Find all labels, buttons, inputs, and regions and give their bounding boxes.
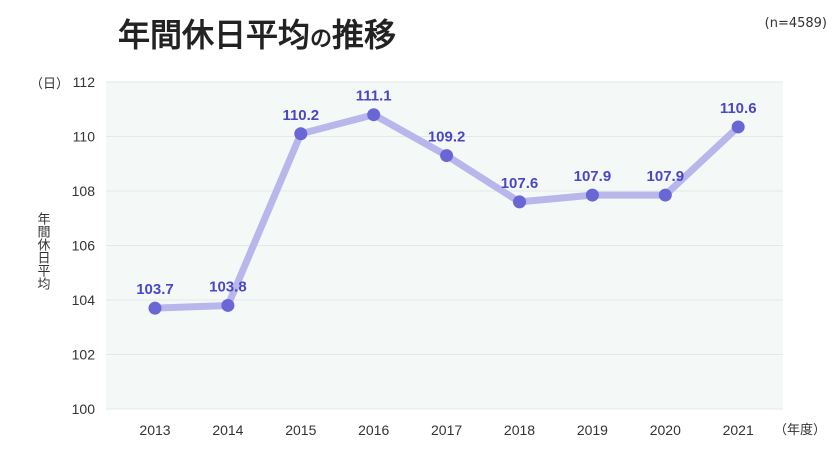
data-point [658,188,672,202]
x-tick-label: 2019 [577,422,608,438]
data-point [585,188,599,202]
title-end: 推移 [332,16,396,54]
data-point [440,149,454,163]
data-point [294,127,308,141]
y-tick-label: 100 [72,401,96,417]
y-tick-label: 112 [73,74,96,90]
title-main: 年間休日平均 [118,16,310,54]
data-label: 107.6 [501,175,539,192]
data-point [221,298,235,312]
data-label: 109.2 [428,129,466,146]
y-tick-label: 106 [72,238,96,254]
y-tick-label: 102 [72,347,96,363]
data-point [513,195,526,209]
data-label: 111.1 [356,88,392,105]
data-markers [148,108,745,315]
title-particle: の [310,27,332,52]
x-tick-label: 2017 [431,422,462,438]
x-tick-label: 2015 [285,422,316,438]
y-tick-label: 108 [72,183,96,199]
x-axis-ticks: 2013 2014 2015 2016 2017 2018 2019 2020 2021 [139,422,754,438]
data-label: 107.9 [647,168,685,185]
gridlines [106,81,783,410]
x-tick-label: 2013 [139,422,170,438]
sample-size-note: (n=4589) [765,16,827,31]
data-point [148,301,162,315]
data-point [731,120,745,134]
x-tick-label: 2014 [212,422,243,438]
x-unit-label: （年度） [774,422,826,438]
data-label: 103.7 [136,281,174,298]
y-tick-label: 110 [73,129,96,145]
data-label: 103.8 [209,278,247,295]
y-unit-label: （日） [30,77,69,92]
x-tick-label: 2020 [650,422,681,438]
data-label: 107.9 [574,168,612,185]
x-tick-label: 2016 [358,422,389,438]
y-axis-label: 年間休日平均 [35,212,51,290]
y-tick-label: 104 [72,292,96,308]
data-point [367,108,381,122]
x-tick-label: 2021 [723,422,754,438]
data-labels: 103.7 103.8 110.2 111.1 109.2 107.6 107.9 107.9… [136,88,756,298]
x-tick-label: 2018 [504,422,535,438]
data-label: 110.2 [282,107,319,124]
data-label: 110.6 [720,100,757,117]
chart-title: 年間休日平均の推移 [118,16,396,54]
y-axis-ticks: 100 102 104 106 108 110 112 [72,74,96,417]
